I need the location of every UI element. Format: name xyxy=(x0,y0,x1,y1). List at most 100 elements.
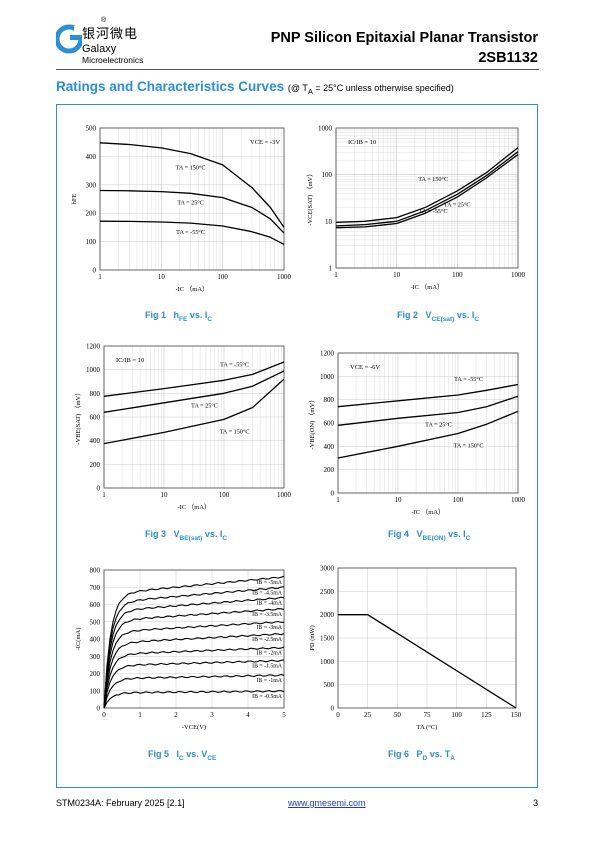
section-condition: (@ TA = 25°C unless otherwise specified) xyxy=(287,83,454,96)
series-label: IB = -2mA xyxy=(257,651,283,657)
y-axis-label: hFE xyxy=(71,194,78,205)
y-tick-label: 1200 xyxy=(86,343,101,351)
chart-pd-vs-ta: 0 25 50 75 100 125 150050010001500200025003000… xyxy=(309,565,522,732)
x-axis-label: -IC （mA） xyxy=(177,503,210,511)
y-tick-label: 300 xyxy=(90,653,101,661)
x-tick-label: 10 xyxy=(158,273,166,281)
x-tick-label: 0 xyxy=(102,711,106,719)
y-tick-label: 1500 xyxy=(320,635,335,643)
series-label: TA = -55°C xyxy=(454,376,483,383)
chart-annotation: IC/IB = 10 xyxy=(348,139,376,146)
y-tick-label: 0 xyxy=(97,485,101,493)
y-tick-label: 0 xyxy=(93,267,97,275)
x-tick-label: 125 xyxy=(481,711,492,719)
x-tick-label: 25 xyxy=(364,711,372,719)
series-label: TA = 25°C xyxy=(177,199,204,206)
chart-vbeon-vs-ic: 1 10 100 1000 0 200 400 600 800 1000 1200 -IC （mA） -… xyxy=(308,350,526,517)
series-line xyxy=(338,614,517,709)
series-label: TA = 25°C xyxy=(191,402,218,409)
chart-vcesat-vs-ic: 1 10 100 1000 1 10 100 1000 -IC （mA） -VCE(SAT) （m… xyxy=(306,125,526,292)
x-axis-label: -IC （mA） xyxy=(175,285,208,293)
x-tick-label: 0 xyxy=(336,711,340,719)
company-name-cn: 银河微电 xyxy=(82,26,139,41)
y-axis-label: -VBE(SAT) （mV） xyxy=(74,389,82,444)
chart-annotation: VCE = -6V xyxy=(350,364,380,371)
y-tick-label: 2000 xyxy=(320,611,335,619)
plot-border xyxy=(99,127,285,271)
series-label: IB = -0.5mA xyxy=(252,694,283,700)
registered-mark: ® xyxy=(101,17,107,24)
x-tick-label: 50 xyxy=(394,711,402,719)
x-tick-label: 1 xyxy=(336,496,340,504)
series-line xyxy=(337,410,519,459)
y-tick-label: 600 xyxy=(324,420,335,428)
footer-page-number: 3 xyxy=(532,798,538,808)
series-line xyxy=(103,361,285,397)
y-tick-label: 100 xyxy=(322,171,333,179)
y-axis-label: -IC(mA) xyxy=(75,628,82,651)
series-label: IB = -3mA xyxy=(257,625,283,631)
x-tick-label: 10 xyxy=(393,271,401,279)
chart-ic-vs-vce: 0 1 2 3 4 5 0 100 200 300 400 500 600 700 800 -VCE(V) -I… xyxy=(75,567,286,732)
caption-fig6: Fig 6 PD vs. TA xyxy=(388,749,455,762)
y-tick-label: 1000 xyxy=(318,125,333,133)
series-line xyxy=(335,151,519,227)
brand-name: Galaxy xyxy=(82,43,117,55)
x-axis-label: -VCE(V) xyxy=(182,724,206,731)
series-label: IB = -4.5mA xyxy=(252,590,283,596)
plot-border xyxy=(103,569,285,709)
y-tick-label: 800 xyxy=(90,567,101,575)
series-line xyxy=(337,383,519,408)
series-label: TA = 25°C xyxy=(425,422,452,429)
series-line xyxy=(99,189,285,234)
series-line xyxy=(103,575,285,709)
series-label: IB = -5mA xyxy=(257,580,283,586)
x-tick-label: 1000 xyxy=(277,273,292,281)
x-tick-label: 1 xyxy=(334,271,338,279)
series-label: TA = 150°C xyxy=(176,165,206,172)
series-line xyxy=(335,153,519,229)
brand-subname: Microelectronics xyxy=(82,55,144,65)
x-tick-label: 10 xyxy=(161,491,169,499)
x-axis-label: TA (°C) xyxy=(417,724,438,731)
y-tick-label: 800 xyxy=(324,396,335,404)
series-line xyxy=(103,690,285,709)
y-tick-label: 400 xyxy=(324,443,335,451)
x-tick-label: 1 xyxy=(138,711,142,719)
series-line xyxy=(103,674,285,709)
y-tick-label: 200 xyxy=(86,210,97,218)
plot-border xyxy=(337,567,517,709)
x-tick-label: 100 xyxy=(451,711,462,719)
y-tick-label: 400 xyxy=(86,153,97,161)
series-label: TA = -55°C xyxy=(220,361,249,368)
document-title: PNP Silicon Epitaxial Planar Transistor xyxy=(270,30,538,46)
series-label: TA = 150°C xyxy=(454,443,484,450)
series-line xyxy=(99,142,285,228)
series-label: IB = -3.5mA xyxy=(252,612,283,618)
plot-border xyxy=(335,127,519,269)
x-tick-label: 100 xyxy=(217,273,228,281)
y-axis-label: PD (mW) xyxy=(309,625,316,650)
y-tick-label: 200 xyxy=(324,466,335,474)
y-tick-label: 1000 xyxy=(86,366,101,374)
x-tick-label: 2 xyxy=(174,711,178,719)
y-tick-label: 0 xyxy=(331,490,335,498)
plot-border xyxy=(337,352,519,494)
series-line xyxy=(103,659,285,709)
caption-fig4: Fig 4 VBE(ON) vs. IC xyxy=(388,529,471,542)
section-title-text: Ratings and Characteristics Curves xyxy=(56,79,285,94)
series-line xyxy=(103,370,285,413)
y-tick-label: 200 xyxy=(90,461,101,469)
series-line xyxy=(99,220,285,245)
y-tick-label: 500 xyxy=(324,681,335,689)
x-tick-label: 3 xyxy=(210,711,214,719)
series-label: IB = -1mA xyxy=(257,678,283,684)
plot-border xyxy=(103,345,285,489)
x-tick-label: 100 xyxy=(452,271,463,279)
series-line xyxy=(103,620,284,709)
x-tick-label: 1 xyxy=(98,273,102,281)
charts-frame xyxy=(56,104,538,788)
series-line xyxy=(103,596,285,709)
footer-website-link[interactable]: www.gmesemi.com xyxy=(288,798,366,808)
y-tick-label: 1 xyxy=(329,265,333,273)
